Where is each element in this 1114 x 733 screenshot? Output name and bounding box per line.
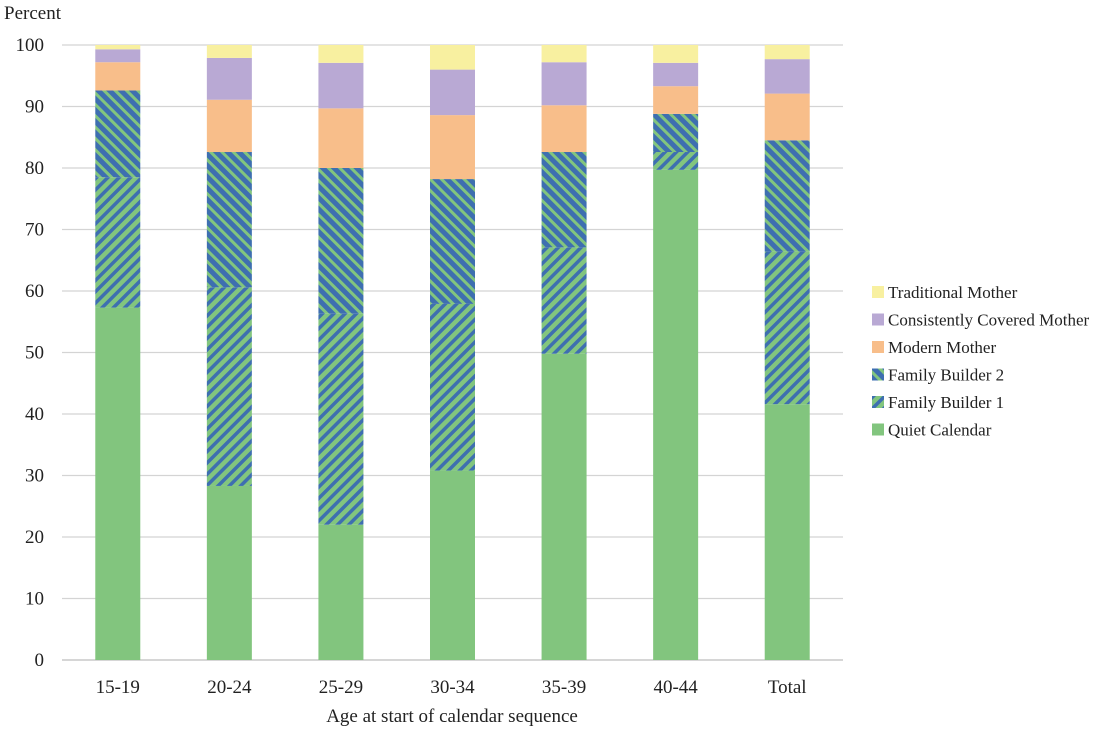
- x-tick-labels: 15-19 20-24 25-29 30-34 35-39 40-44 Total: [96, 677, 807, 698]
- legend-label: Family Builder 2: [888, 366, 1004, 385]
- legend-swatch-consistently-covered-mother: [872, 313, 884, 326]
- y-tick-label: 90: [25, 97, 44, 118]
- legend-swatch-modern-mother: [872, 341, 884, 353]
- bar-segment-quiet-calendar: [430, 470, 475, 660]
- legend-swatch-quiet-calendar: [872, 423, 884, 436]
- legend: Traditional Mother Consistently Covered M…: [872, 283, 1089, 440]
- y-tick-label: 50: [25, 343, 44, 364]
- x-tick-label: 20-24: [207, 677, 252, 698]
- bar-segment-quiet-calendar: [764, 404, 810, 660]
- bar-segment-traditional-mother: [653, 45, 699, 63]
- bar-segment-family-builder-1: [318, 313, 364, 525]
- legend-label: Modern Mother: [888, 338, 996, 357]
- y-tick-label: 30: [25, 466, 44, 487]
- bar-segment-family-builder-2: [206, 152, 252, 288]
- bar-segment-traditional-mother: [764, 45, 810, 60]
- x-tick-label: 30-34: [430, 677, 475, 698]
- bar-segment-family-builder-1: [206, 287, 252, 486]
- bar-segment-modern-mother: [95, 62, 141, 91]
- bar-segment-modern-mother: [541, 105, 587, 153]
- bar-segment-family-builder-2: [764, 140, 810, 252]
- y-tick-labels: 0 10 20 30 40 50 60 70 80 90 100: [16, 35, 45, 671]
- bar-segment-traditional-mother: [430, 45, 475, 70]
- x-axis-label: Age at start of calendar sequence: [326, 706, 578, 727]
- y-tick-label: 60: [25, 281, 44, 302]
- bar-segment-family-builder-2: [95, 90, 141, 178]
- x-tick-label: 35-39: [542, 677, 586, 698]
- legend-swatch-traditional-mother: [872, 286, 884, 298]
- bar-segment-traditional-mother: [206, 45, 252, 58]
- bar-segment-modern-mother: [318, 108, 364, 168]
- y-tick-label: 0: [35, 650, 45, 671]
- bar-segment-quiet-calendar: [653, 169, 699, 660]
- legend-label: Traditional Mother: [888, 283, 1018, 302]
- bar-segment-quiet-calendar: [206, 485, 252, 660]
- bar-segment-family-builder-1: [95, 177, 141, 308]
- x-tick-label: Total: [768, 677, 807, 698]
- bar-segment-family-builder-2: [430, 179, 475, 304]
- bar-segment-consistently-covered-mother: [430, 69, 475, 116]
- legend-label: Quiet Calendar: [888, 421, 992, 440]
- legend-label: Consistently Covered Mother: [888, 311, 1089, 330]
- bar-segment-family-builder-2: [653, 113, 699, 153]
- legend-label: Family Builder 1: [888, 393, 1004, 412]
- bar-segment-family-builder-2: [318, 168, 364, 314]
- bar-segment-consistently-covered-mother: [318, 62, 364, 109]
- bar-segment-modern-mother: [653, 86, 699, 114]
- bars: [95, 45, 810, 660]
- y-tick-label: 40: [25, 404, 44, 425]
- bar-segment-consistently-covered-mother: [653, 62, 699, 87]
- x-tick-label: 15-19: [96, 677, 140, 698]
- y-tick-label: 10: [25, 589, 44, 610]
- y-tick-label: 80: [25, 158, 44, 179]
- bar-segment-modern-mother: [206, 99, 252, 153]
- legend-swatch-family-builder-2: [872, 368, 884, 381]
- bar-segment-family-builder-2: [541, 152, 587, 248]
- y-tick-label: 70: [25, 220, 44, 241]
- bar-segment-modern-mother: [430, 115, 475, 180]
- y-tick-label: 20: [25, 527, 44, 548]
- y-tick-label: 100: [16, 35, 45, 56]
- bar-segment-family-builder-1: [764, 251, 810, 405]
- bar-segment-family-builder-1: [430, 303, 475, 471]
- bar-segment-family-builder-1: [653, 152, 699, 170]
- bar-segment-consistently-covered-mother: [541, 62, 587, 106]
- x-tick-label: 40-44: [653, 677, 698, 698]
- y-axis-label: Percent: [4, 3, 62, 24]
- bar-segment-traditional-mother: [541, 45, 587, 63]
- bar-segment-consistently-covered-mother: [206, 57, 252, 100]
- x-tick-label: 25-29: [319, 677, 363, 698]
- bar-segment-quiet-calendar: [541, 353, 587, 660]
- bar-segment-traditional-mother: [318, 45, 364, 63]
- bar-segment-quiet-calendar: [95, 307, 141, 660]
- bar-segment-quiet-calendar: [318, 524, 364, 660]
- legend-swatch-family-builder-1: [872, 396, 884, 408]
- bar-segment-modern-mother: [764, 93, 810, 141]
- bar-segment-consistently-covered-mother: [764, 59, 810, 94]
- bar-segment-traditional-mother: [95, 45, 141, 50]
- bar-segment-consistently-covered-mother: [95, 49, 141, 63]
- bar-segment-family-builder-1: [541, 247, 587, 354]
